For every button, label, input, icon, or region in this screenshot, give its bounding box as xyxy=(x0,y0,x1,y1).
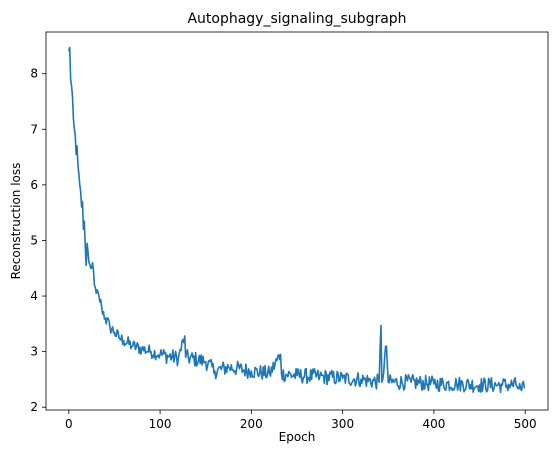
x-axis-ticks: 0 100 200 300 400 500 xyxy=(65,410,537,431)
x-tick-label: 0 xyxy=(65,417,73,431)
plot-area xyxy=(45,31,549,411)
y-tick-label: 7 xyxy=(30,122,38,136)
x-tick-label: 200 xyxy=(240,417,263,431)
x-tick-label: 300 xyxy=(331,417,354,431)
y-tick-label: 8 xyxy=(30,67,38,81)
y-tick-label: 6 xyxy=(30,178,38,192)
y-tick-label: 4 xyxy=(30,289,38,303)
x-tick-label: 500 xyxy=(514,417,537,431)
y-axis-label: Reconstruction loss xyxy=(9,163,23,280)
y-tick-label: 3 xyxy=(30,345,38,359)
x-tick-label: 100 xyxy=(149,417,172,431)
y-tick-label: 5 xyxy=(30,233,38,247)
y-axis-ticks: 2 3 4 5 6 7 8 xyxy=(30,67,46,414)
plot-frame xyxy=(45,31,549,411)
x-axis-label: Epoch xyxy=(279,430,316,444)
series-line xyxy=(68,46,526,394)
x-tick-label: 400 xyxy=(422,417,445,431)
y-tick-label: 2 xyxy=(30,400,38,414)
chart-title: Autophagy_signaling_subgraph xyxy=(187,11,406,27)
